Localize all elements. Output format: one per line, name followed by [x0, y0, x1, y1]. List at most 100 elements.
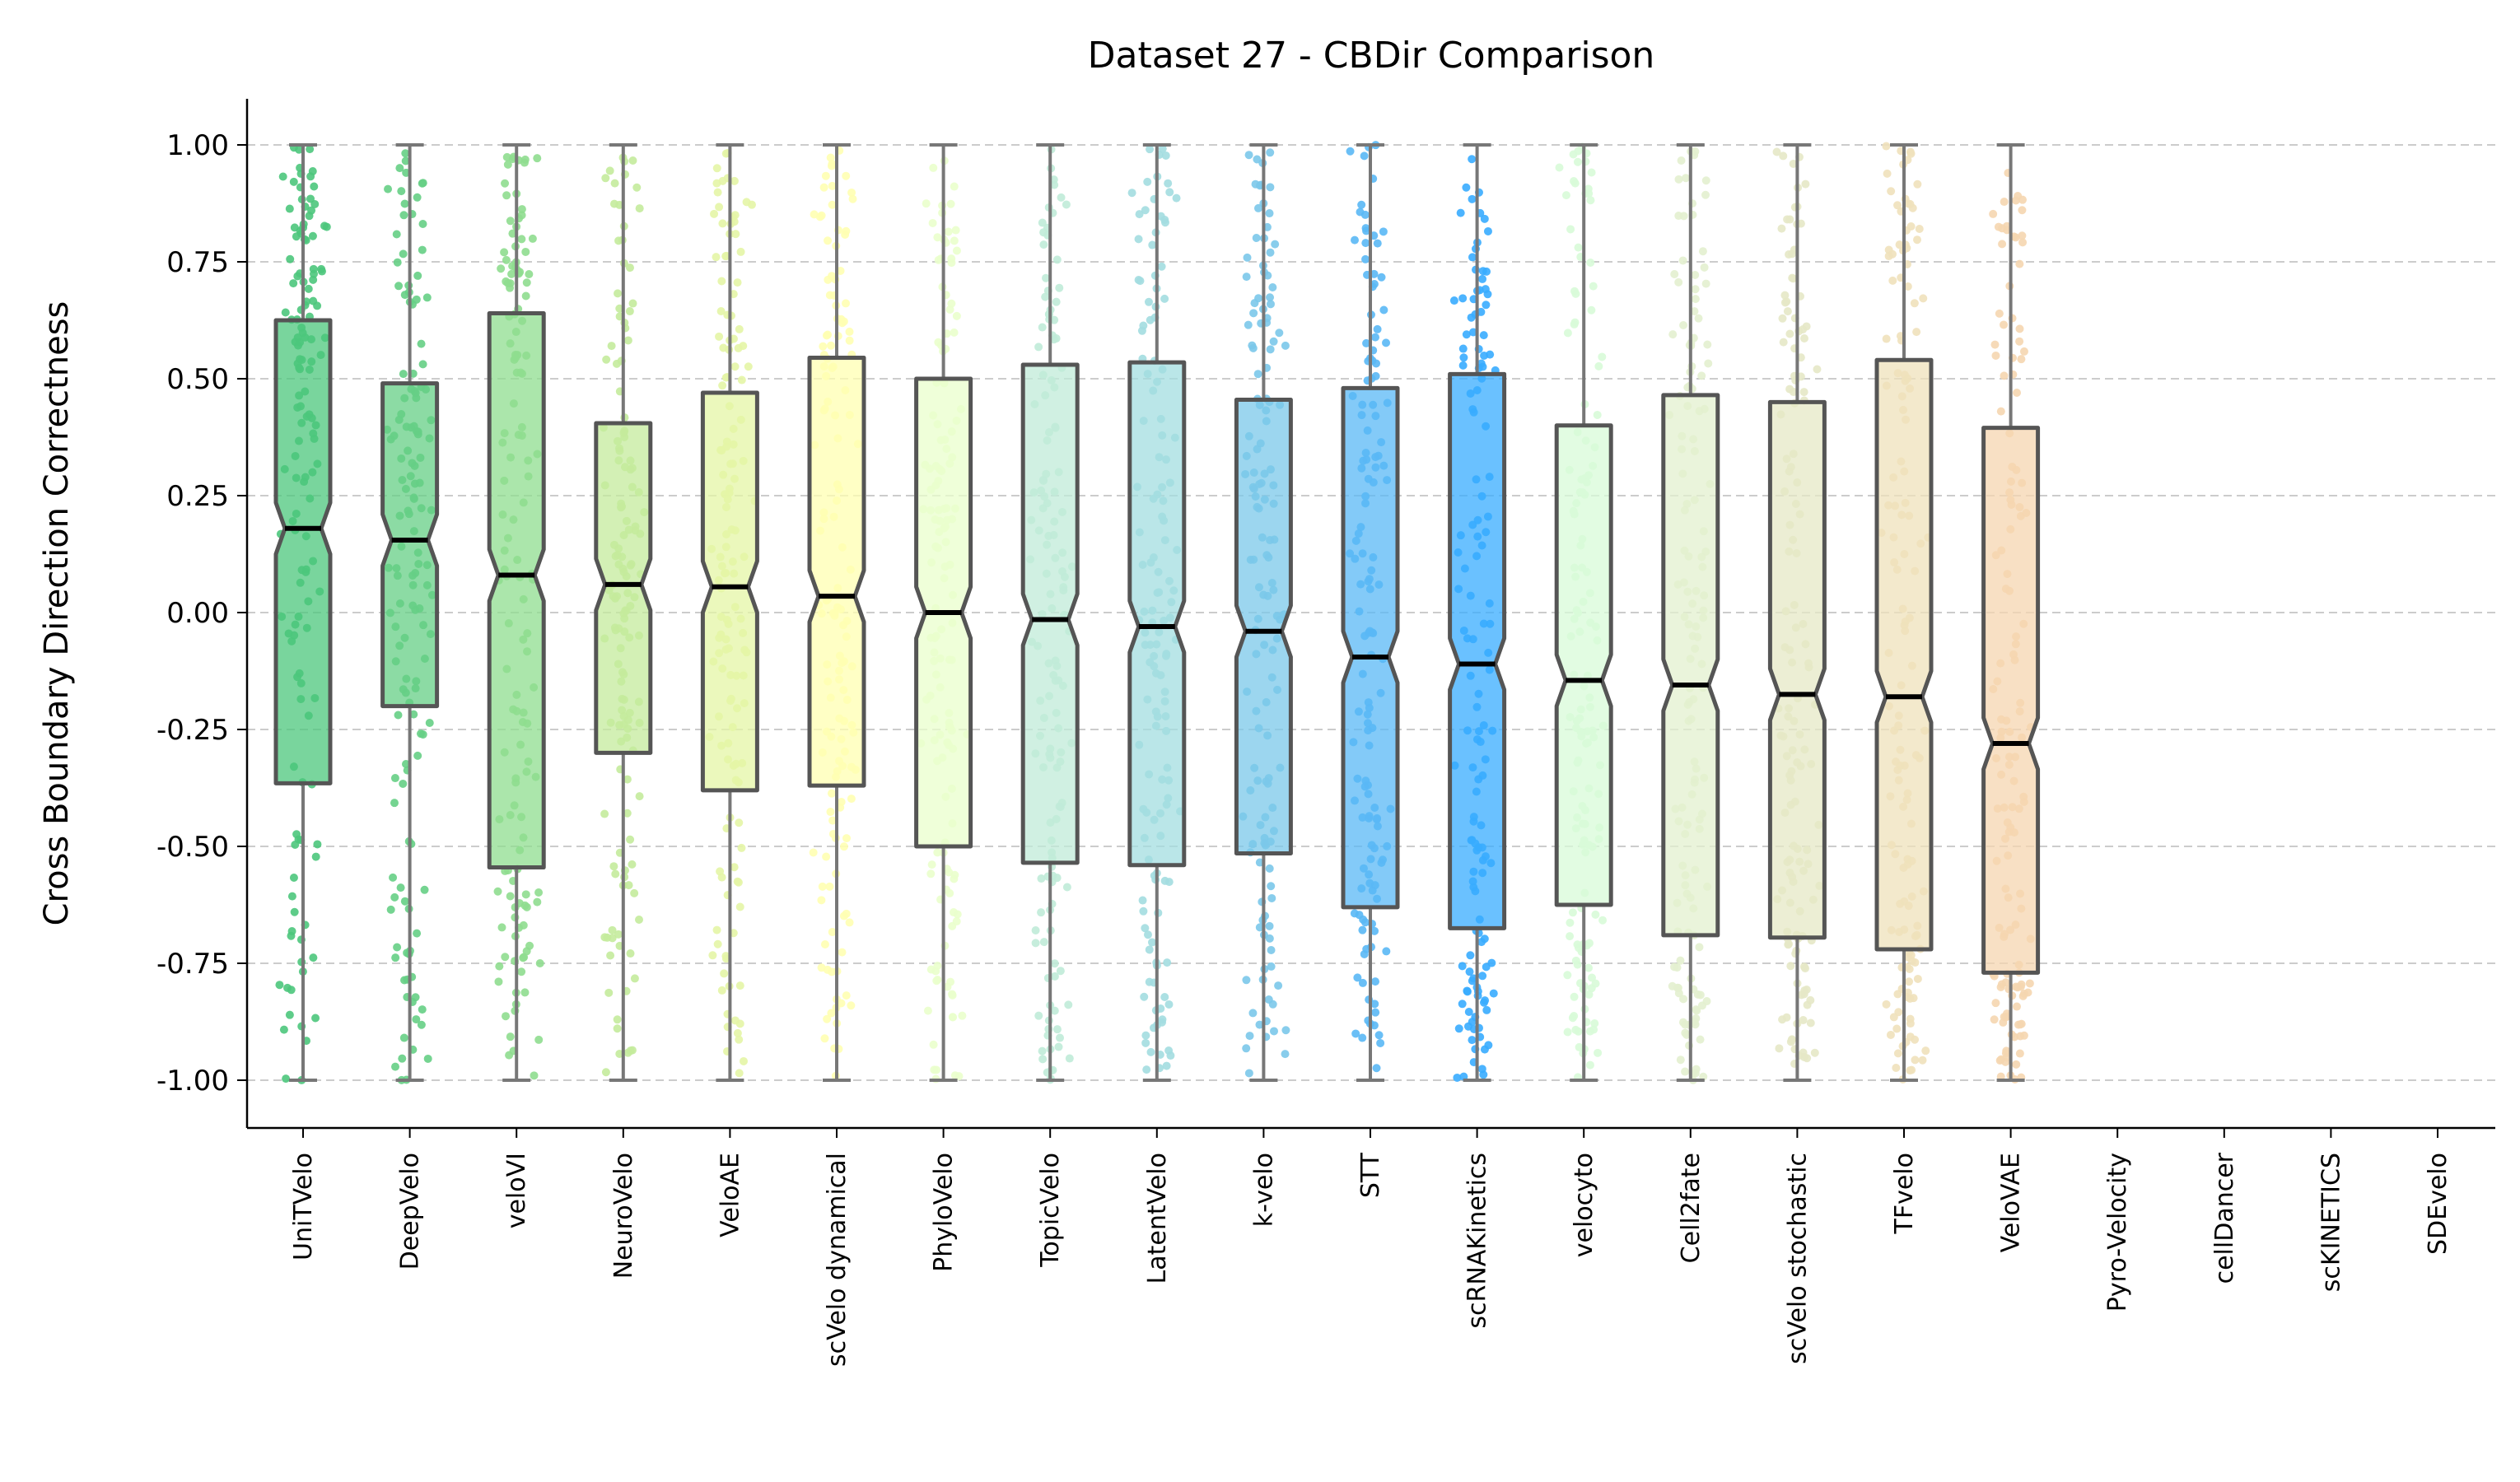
data-point — [1361, 254, 1370, 263]
x-tick-label: PhyloVelo — [930, 1153, 959, 1272]
box-notched — [380, 381, 440, 709]
data-point — [310, 269, 319, 278]
data-point — [1588, 973, 1597, 982]
data-point — [1585, 1027, 1594, 1036]
data-point — [1573, 157, 1582, 166]
data-point — [1670, 962, 1679, 972]
data-point — [503, 160, 512, 169]
data-point — [1271, 240, 1280, 249]
data-point — [1806, 995, 1815, 1004]
data-point — [311, 1014, 320, 1023]
data-point — [400, 199, 409, 208]
data-point — [1038, 1055, 1048, 1064]
data-point — [1903, 282, 1912, 291]
data-point — [279, 1025, 288, 1034]
data-point — [1480, 351, 1489, 360]
data-point — [625, 307, 634, 316]
data-point — [600, 809, 609, 818]
data-point — [609, 862, 618, 871]
data-point — [1785, 250, 1794, 259]
data-point — [1127, 189, 1136, 198]
data-point — [717, 277, 726, 286]
data-point — [1379, 227, 1388, 236]
y-axis-label: Cross Boundary Direction Correctness — [38, 301, 76, 926]
data-point — [730, 863, 739, 872]
data-point — [1682, 1030, 1692, 1039]
y-tick-label: -0.50 — [156, 831, 229, 864]
data-point — [947, 299, 956, 308]
data-point — [1783, 307, 1792, 316]
data-point — [287, 892, 296, 901]
data-point — [608, 925, 617, 934]
data-point — [1555, 163, 1564, 172]
data-point — [721, 373, 730, 382]
data-point — [1362, 226, 1371, 235]
data-point — [1563, 1028, 1572, 1037]
data-point — [615, 304, 624, 313]
data-point — [2015, 337, 2024, 346]
data-point — [815, 212, 824, 221]
data-point — [1371, 333, 1380, 342]
data-point — [717, 986, 726, 995]
data-point — [1905, 977, 1914, 986]
data-point — [842, 226, 851, 235]
data-point — [1594, 361, 1603, 370]
data-point — [1377, 273, 1386, 282]
data-point — [747, 200, 756, 209]
data-point — [1908, 203, 1917, 212]
data-point — [718, 219, 727, 228]
data-point — [1050, 180, 1059, 189]
data-point — [413, 751, 422, 760]
data-point — [1143, 930, 1152, 939]
data-point — [285, 204, 294, 213]
data-point — [1593, 410, 1602, 419]
data-point — [836, 266, 845, 275]
data-point — [1783, 215, 1792, 224]
data-point — [502, 255, 511, 264]
x-tick-label: veloVI — [502, 1153, 531, 1228]
data-point — [1160, 218, 1169, 227]
data-point — [1253, 370, 1262, 379]
data-point — [1584, 963, 1594, 972]
data-point — [517, 205, 526, 214]
data-point — [1468, 155, 1477, 164]
data-point — [1465, 967, 1474, 976]
data-point — [1585, 1060, 1594, 1070]
data-point — [828, 816, 838, 825]
data-point — [820, 1034, 829, 1043]
data-point — [1487, 958, 1496, 967]
data-point — [1458, 294, 1468, 303]
data-point — [1453, 1073, 1462, 1082]
data-point — [2019, 1031, 2028, 1040]
data-point — [1674, 277, 1683, 287]
data-point — [842, 991, 851, 1000]
box-notched — [1020, 362, 1080, 865]
data-point — [1164, 1000, 1174, 1009]
data-point — [1888, 249, 1897, 259]
data-point — [1882, 334, 1891, 343]
data-point — [391, 953, 400, 962]
data-point — [1266, 345, 1275, 354]
y-tick-label: 0.00 — [166, 597, 229, 630]
data-point — [396, 883, 405, 892]
data-point — [399, 1033, 408, 1042]
data-point — [1989, 209, 1998, 218]
data-point — [929, 163, 938, 172]
data-point — [623, 809, 632, 818]
data-point — [943, 982, 952, 991]
data-point — [535, 958, 544, 967]
data-point — [1062, 200, 1071, 209]
data-point — [399, 779, 408, 788]
data-point — [1346, 147, 1355, 156]
data-point — [2011, 982, 2020, 991]
data-point — [1141, 1031, 1150, 1040]
data-point — [1696, 1035, 1705, 1044]
data-point — [1598, 352, 1607, 361]
data-point — [1262, 222, 1272, 231]
data-point — [1158, 144, 1167, 153]
data-point — [1479, 998, 1488, 1007]
data-point — [401, 149, 410, 158]
data-point — [493, 887, 502, 896]
data-point — [600, 933, 609, 942]
data-point — [1677, 156, 1686, 165]
